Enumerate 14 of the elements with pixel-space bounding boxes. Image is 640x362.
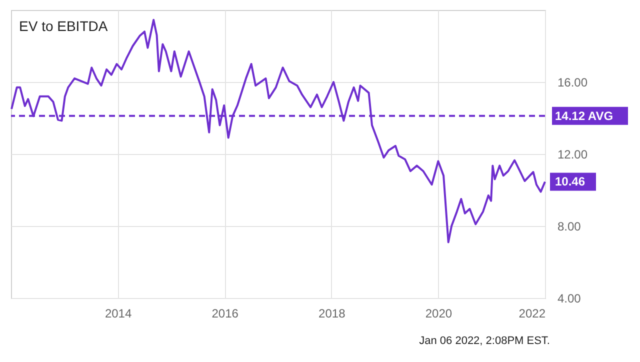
x-tick-label: 2018	[318, 306, 346, 320]
y-tick-label: 4.00	[558, 292, 582, 306]
line-series	[10, 18, 546, 244]
ref-line-label: 14.12 AVG	[555, 108, 614, 123]
annotation: 10.46	[555, 174, 586, 189]
text: EV to EBITDA	[19, 18, 108, 34]
x-tick-label: 2022	[518, 306, 546, 320]
y-tick-label: 8.00	[558, 220, 582, 234]
text: Jan 06 2022, 2:08PM EST.	[419, 335, 550, 347]
x-tick-label: 2020	[425, 306, 452, 320]
x-tick-label: 2016	[212, 306, 239, 320]
x-tick-label: 2014	[104, 306, 132, 320]
y-tick-label: 16.00	[558, 76, 588, 90]
y-tick-label: 12.00	[558, 148, 588, 162]
